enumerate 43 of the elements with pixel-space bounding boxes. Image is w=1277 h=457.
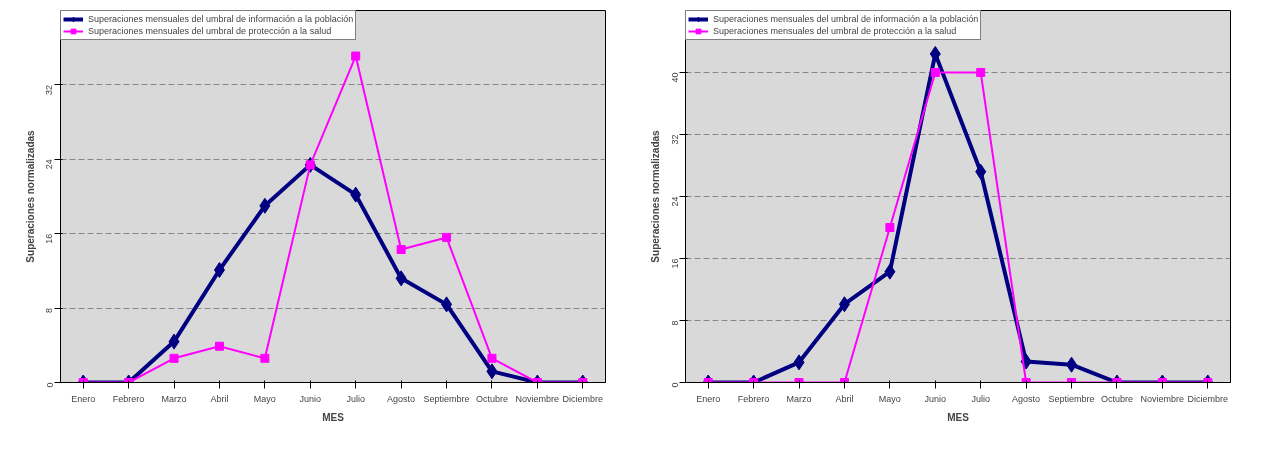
y-tick-label: 0 <box>669 382 680 388</box>
x-tick-label: Febrero <box>737 393 770 404</box>
y-tick-label: 24 <box>669 196 680 207</box>
x-tick-label: Septiembre <box>423 393 470 404</box>
x-tick-label: Marzo <box>786 393 812 404</box>
y-axis-title: Superaciones normalizadas <box>649 129 661 263</box>
y-tick-label: 16 <box>669 258 680 269</box>
x-tick-label: Enero <box>71 393 96 404</box>
x-tick-label: Noviembre <box>515 393 560 404</box>
x-tick-label: Junio <box>924 393 947 404</box>
x-tick-label: Junio <box>299 393 322 404</box>
x-tick-label: Octubre <box>475 393 508 404</box>
x-tick-label: Abril <box>835 393 854 404</box>
y-tick-label: 40 <box>669 72 680 83</box>
x-tick-label: Mayo <box>253 393 276 404</box>
y-tick-label: 32 <box>44 84 55 95</box>
x-tick-label: Septiembre <box>1048 393 1095 404</box>
legend-label: Superaciones mensuales del umbral de protección a la salud <box>713 25 957 37</box>
x-tick-label: Noviembre <box>1140 393 1185 404</box>
y-axis-title: Superaciones normalizadas <box>24 129 36 263</box>
y-tick-label: 16 <box>44 233 55 244</box>
x-tick-label: Abril <box>210 393 229 404</box>
x-tick-label: Diciembre <box>1187 393 1229 404</box>
x-tick-label: Enero <box>696 393 721 404</box>
x-axis-title: MES <box>322 411 345 423</box>
y-tick-label: 8 <box>44 308 55 314</box>
x-axis-title: MES <box>947 411 970 423</box>
y-tick-label: 32 <box>669 134 680 145</box>
x-tick-label: Mayo <box>878 393 901 404</box>
x-tick-label: Agosto <box>1012 393 1041 404</box>
x-tick-label: Julio <box>971 393 990 404</box>
y-tick-label: 8 <box>669 320 680 326</box>
x-tick-label: Julio <box>346 393 365 404</box>
x-tick-label: Febrero <box>112 393 145 404</box>
x-tick-label: Agosto <box>387 393 416 404</box>
x-tick-label: Octubre <box>1100 393 1133 404</box>
legend-label: Superaciones mensuales del umbral de protección a la salud <box>88 25 332 37</box>
legend-label: Superaciones mensuales del umbral de información a la población <box>713 13 979 25</box>
y-tick-label: 24 <box>44 159 55 170</box>
y-tick-label: 0 <box>44 382 55 388</box>
x-tick-label: Marzo <box>161 393 187 404</box>
x-tick-label: Diciembre <box>562 393 604 404</box>
legend-label: Superaciones mensuales del umbral de información a la población <box>88 13 354 25</box>
